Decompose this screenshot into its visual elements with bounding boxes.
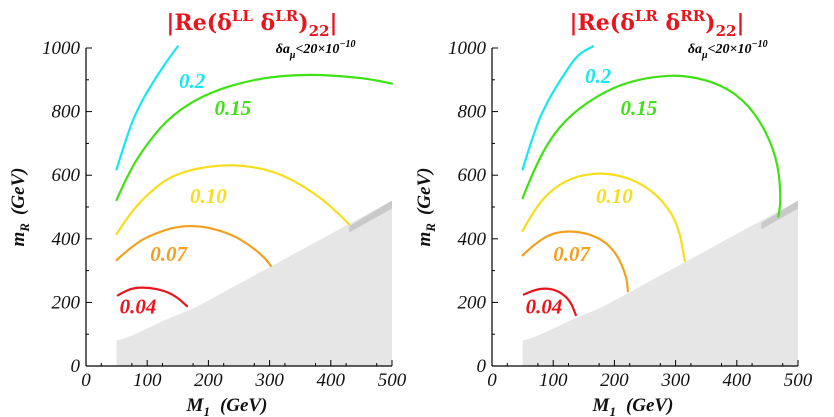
contour-line-0-15	[521, 74, 782, 218]
y-tick-label: 400	[458, 229, 487, 250]
contour-line-0-04	[116, 286, 189, 308]
chart-title: |Re(δLL δLR)22|	[166, 7, 337, 40]
x-tick-label: 300	[660, 370, 690, 391]
x-axis-label-main: M	[186, 395, 205, 416]
contour-label-0-10: 0.10	[596, 184, 633, 208]
contour-line-0-2	[521, 45, 595, 171]
y-tick-label: 600	[52, 165, 81, 186]
contour-label-0-04: 0.04	[120, 295, 157, 319]
y-axis-label: mR (GeV)	[414, 168, 438, 247]
y-axis-label-sub: R	[17, 223, 32, 233]
contour-label-0-04: 0.04	[526, 295, 563, 319]
contour-label-0-15: 0.15	[215, 96, 252, 120]
excluded-region	[116, 200, 392, 366]
x-axis-label-unit: (GeV)	[626, 395, 673, 416]
constraint-annotation: δaμ<20×10−10	[688, 39, 768, 61]
y-tick-label: 200	[458, 292, 487, 313]
y-tick-label: 0	[477, 356, 487, 377]
x-tick-label: 300	[254, 370, 284, 391]
y-tick-label: 200	[52, 292, 81, 313]
contour-line-0-07	[115, 224, 272, 267]
annot-rest: <20×10	[708, 42, 752, 57]
x-tick-label: 100	[133, 370, 162, 391]
chart-title-part: )	[298, 10, 308, 36]
x-tick-label: 500	[378, 370, 407, 391]
chart-title-part: LR	[275, 7, 299, 25]
chart-title-part: RR	[680, 7, 705, 25]
constraint-annotation: δaμ<20×10−10	[276, 39, 356, 61]
chart-title: |Re(δLR δRR)22|	[570, 7, 745, 40]
contour-label-0-15: 0.15	[621, 96, 658, 120]
y-axis-label-main: m	[414, 232, 435, 247]
y-axis-label-unit: (GeV)	[8, 168, 29, 215]
chart-panel-2: |Re(δLR δRR)22| 0 100 200 300 400 500 0 200 400 60…	[414, 7, 813, 417]
x-tick-label: 400	[317, 370, 346, 391]
y-tick-label: 600	[458, 165, 487, 186]
x-axis-label: M1 (GeV)	[186, 395, 268, 417]
y-tick-label: 0	[71, 356, 81, 377]
y-tick-label: 400	[52, 229, 81, 250]
contour-label-0-2: 0.2	[585, 64, 612, 88]
contour-line-0-15	[115, 73, 394, 202]
contour-line-0-10	[115, 164, 351, 236]
chart-title-part: 22	[716, 22, 737, 40]
chart-title-part: LR	[635, 7, 659, 25]
excluded-region-edge	[349, 200, 392, 233]
y-axis-label-sub: R	[423, 223, 438, 233]
x-tick-label: 200	[600, 370, 629, 391]
y-tick-label: 1000	[42, 38, 81, 59]
x-axis-label-sub: 1	[609, 404, 616, 417]
chart-title-part: δ	[658, 10, 680, 36]
y-tick-label: 800	[458, 102, 487, 123]
x-tick-label: 0	[81, 370, 91, 391]
chart-title-part: |	[736, 10, 744, 36]
x-axis-label: M1 (GeV)	[592, 395, 674, 417]
contour-label-0-2: 0.2	[179, 69, 206, 93]
x-tick-label: 500	[784, 370, 813, 391]
contour-label-0-10: 0.10	[190, 184, 227, 208]
annot-sup: −10	[752, 39, 768, 50]
y-tick-label: 1000	[448, 38, 487, 59]
excluded-region	[522, 200, 798, 366]
x-axis-label-main: M	[592, 395, 611, 416]
contour-line-0-07	[521, 230, 629, 293]
y-axis-label-unit: (GeV)	[414, 168, 435, 215]
x-tick-label: 100	[539, 370, 568, 391]
chart-panel-1: |Re(δLL δLR)22| 0 100 200 300 400 500 0 200 400 60…	[8, 7, 407, 417]
annot-sup: −10	[339, 39, 355, 50]
chart-title-part: |Re(δ	[570, 10, 635, 36]
y-axis-label-main: m	[8, 232, 29, 247]
contour-label-0-07: 0.07	[150, 242, 188, 266]
x-tick-label: 200	[194, 370, 223, 391]
chart-title-part: 22	[309, 22, 330, 40]
x-axis-label-unit: (GeV)	[220, 395, 267, 416]
annot-main: δa	[276, 42, 290, 57]
chart-title-part: |Re(δ	[166, 10, 231, 36]
x-tick-label: 0	[487, 370, 497, 391]
chart-title-part: LL	[232, 7, 254, 25]
annot-sub: μ	[701, 50, 708, 61]
y-axis-label: mR (GeV)	[8, 168, 32, 247]
annot-sub: μ	[289, 50, 296, 61]
x-tick-label: 400	[723, 370, 752, 391]
x-axis-label-sub: 1	[203, 404, 210, 417]
annot-rest: <20×10	[295, 42, 339, 57]
chart-title-part: δ	[253, 10, 275, 36]
chart-title-part: |	[330, 10, 338, 36]
contour-line-0-04	[522, 287, 577, 317]
contour-line-0-10	[521, 172, 686, 263]
contour-label-0-07: 0.07	[553, 242, 591, 266]
annot-main: δa	[688, 42, 702, 57]
y-tick-label: 800	[52, 102, 81, 123]
chart-title-part: )	[705, 10, 715, 36]
contour-line-0-2	[115, 45, 179, 171]
